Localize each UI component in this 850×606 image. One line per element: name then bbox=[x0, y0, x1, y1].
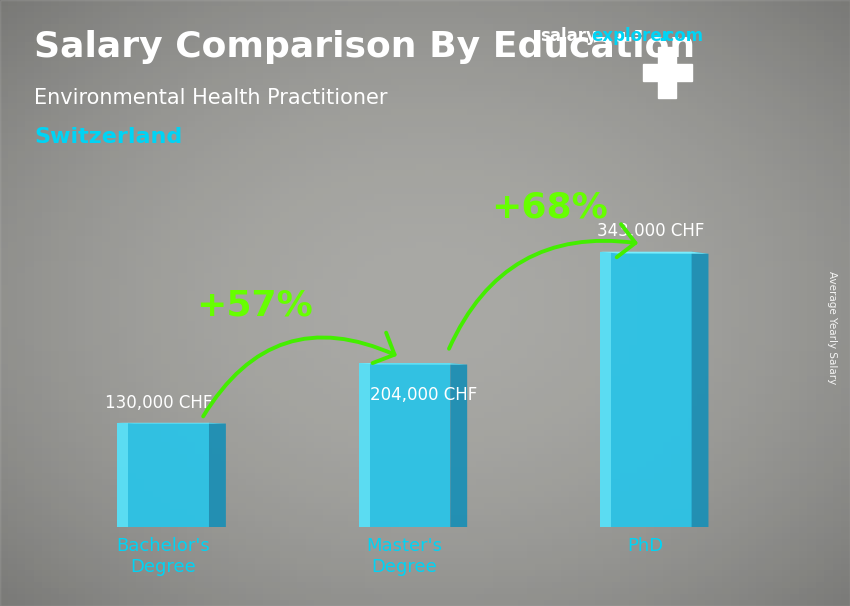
Text: +57%: +57% bbox=[196, 288, 313, 322]
Text: Switzerland: Switzerland bbox=[34, 127, 182, 147]
Polygon shape bbox=[359, 364, 370, 527]
Bar bbox=[658, 47, 677, 98]
Polygon shape bbox=[600, 251, 692, 527]
Text: 343,000 CHF: 343,000 CHF bbox=[597, 222, 705, 241]
Polygon shape bbox=[117, 423, 226, 424]
Polygon shape bbox=[209, 423, 226, 528]
Text: explorer: explorer bbox=[591, 27, 670, 45]
Polygon shape bbox=[359, 364, 450, 527]
Text: Average Yearly Salary: Average Yearly Salary bbox=[827, 271, 837, 384]
Text: .com: .com bbox=[659, 27, 704, 45]
Polygon shape bbox=[117, 423, 128, 527]
FancyArrowPatch shape bbox=[203, 333, 394, 416]
Polygon shape bbox=[692, 251, 708, 529]
Polygon shape bbox=[450, 364, 468, 528]
Text: salary: salary bbox=[540, 27, 597, 45]
Text: 130,000 CHF: 130,000 CHF bbox=[105, 393, 212, 411]
Polygon shape bbox=[117, 423, 209, 527]
Polygon shape bbox=[600, 251, 611, 527]
Text: +68%: +68% bbox=[490, 190, 608, 224]
FancyArrowPatch shape bbox=[449, 224, 636, 349]
Polygon shape bbox=[359, 364, 468, 365]
Text: Salary Comparison By Education: Salary Comparison By Education bbox=[34, 30, 695, 64]
Polygon shape bbox=[600, 251, 708, 254]
Bar bbox=[643, 64, 692, 81]
Text: 204,000 CHF: 204,000 CHF bbox=[370, 386, 478, 404]
Text: Environmental Health Practitioner: Environmental Health Practitioner bbox=[34, 88, 388, 108]
